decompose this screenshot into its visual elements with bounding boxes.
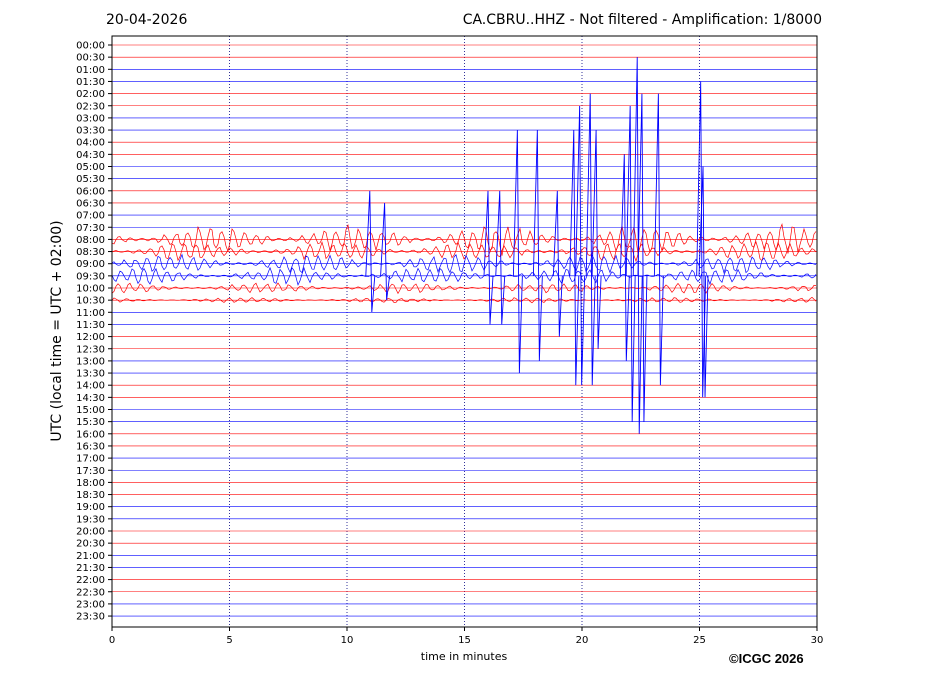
y-tick-label: 05:00 <box>76 162 105 173</box>
y-tick-label: 15:30 <box>76 417 105 428</box>
x-tick-label: 20 <box>576 635 589 646</box>
y-tick-label: 04:00 <box>76 138 105 149</box>
y-tick-label: 08:00 <box>76 235 105 246</box>
y-tick-label: 23:00 <box>76 599 105 610</box>
active-trace-10:00 <box>111 282 817 295</box>
y-tick-label: 00:30 <box>76 53 105 64</box>
copyright-label: ©ICGC 2026 <box>729 651 804 666</box>
active-trace-08:00 <box>111 222 817 256</box>
spike-markers <box>365 57 709 434</box>
spike-0 <box>365 190 376 313</box>
y-tick-label: 18:30 <box>76 490 105 501</box>
station-title: CA.CBRU..HHZ - Not filtered - Amplificat… <box>462 12 822 28</box>
date-label: 20-04-2026 <box>106 12 188 28</box>
y-tick-label: 09:30 <box>76 271 105 282</box>
spike-14 <box>637 93 648 422</box>
y-tick-label: 20:30 <box>76 539 105 550</box>
spike-5 <box>532 130 543 361</box>
y-tick-label: 06:00 <box>76 186 105 197</box>
y-tick-label: 13:30 <box>76 369 105 380</box>
spike-15 <box>653 93 664 386</box>
y-tick-label: 10:30 <box>76 296 105 307</box>
spike-10 <box>591 130 602 349</box>
y-tick-label: 14:30 <box>76 393 105 404</box>
y-tick-label: 22:00 <box>76 575 105 586</box>
y-tick-label: 04:30 <box>76 150 105 161</box>
y-tick-label: 17:30 <box>76 466 105 477</box>
y-tick-label: 21:00 <box>76 551 105 562</box>
x-tick-label: 0 <box>109 635 115 646</box>
y-tick-label: 10:00 <box>76 284 105 295</box>
y-tick-label: 03:30 <box>76 126 105 137</box>
active-trace-09:30 <box>111 266 817 286</box>
y-tick-label: 17:00 <box>76 454 105 465</box>
x-tick-label: 5 <box>226 635 232 646</box>
spike-17 <box>698 166 709 398</box>
spike-8 <box>575 105 586 386</box>
y-tick-label: 08:30 <box>76 247 105 258</box>
y-tick-label: 03:00 <box>76 113 105 124</box>
y-tick-label: 05:30 <box>76 174 105 185</box>
x-axis-label: time in minutes <box>420 650 508 663</box>
x-tick-labels: 0 5 10 15 20 25 30 <box>109 627 824 646</box>
y-tick-label: 18:00 <box>76 478 105 489</box>
plot-frame <box>111 35 818 628</box>
y-tick-label: 12:00 <box>76 332 105 343</box>
spike-1 <box>380 202 391 301</box>
x-tick-label: 25 <box>693 635 706 646</box>
y-tick-label: 12:30 <box>76 344 105 355</box>
y-tick-label: 07:30 <box>76 223 105 234</box>
y-tick-label: 07:00 <box>76 211 105 222</box>
y-tick-label: 19:00 <box>76 502 105 513</box>
active-trace-09:00 <box>111 253 817 275</box>
spike-4 <box>512 130 523 374</box>
y-tick-label: 11:30 <box>76 320 105 331</box>
y-tick-label: 19:30 <box>76 514 105 525</box>
trace-baselines <box>112 44 817 617</box>
active-trace-10:30 <box>111 296 817 304</box>
active-trace-08:30 <box>111 240 817 263</box>
x-tick-label: 30 <box>811 635 824 646</box>
y-tick-label: 16:00 <box>76 429 105 440</box>
y-tick-label: 15:00 <box>76 405 105 416</box>
y-tick-label: 21:30 <box>76 563 105 574</box>
spike-9 <box>585 93 596 386</box>
spike-3 <box>495 190 506 325</box>
spike-2 <box>483 190 494 325</box>
y-tick-label: 01:30 <box>76 77 105 88</box>
spike-6 <box>552 190 563 337</box>
y-tick-label: 14:00 <box>76 381 105 392</box>
seismic-activity <box>111 222 817 304</box>
y-tick-label: 01:00 <box>76 65 105 76</box>
x-tick-label: 10 <box>341 635 354 646</box>
y-tick-label: 13:00 <box>76 356 105 367</box>
y-tick-label: 23:30 <box>76 612 105 623</box>
spike-7 <box>569 130 580 386</box>
y-tick-label: 22:30 <box>76 587 105 598</box>
spike-12 <box>625 105 636 422</box>
y-tick-label: 11:00 <box>76 308 105 319</box>
y-tick-label: 02:00 <box>76 89 105 100</box>
spike-11 <box>619 154 630 361</box>
y-tick-label: 00:00 <box>76 41 105 52</box>
y-tick-label: 06:30 <box>76 198 105 209</box>
y-tick-label: 16:30 <box>76 441 105 452</box>
x-tick-label: 15 <box>458 635 471 646</box>
y-tick-label: 20:00 <box>76 527 105 538</box>
y-tick-label: 09:00 <box>76 259 105 270</box>
grid-lines <box>229 36 700 627</box>
y-tick-label: 02:30 <box>76 101 105 112</box>
